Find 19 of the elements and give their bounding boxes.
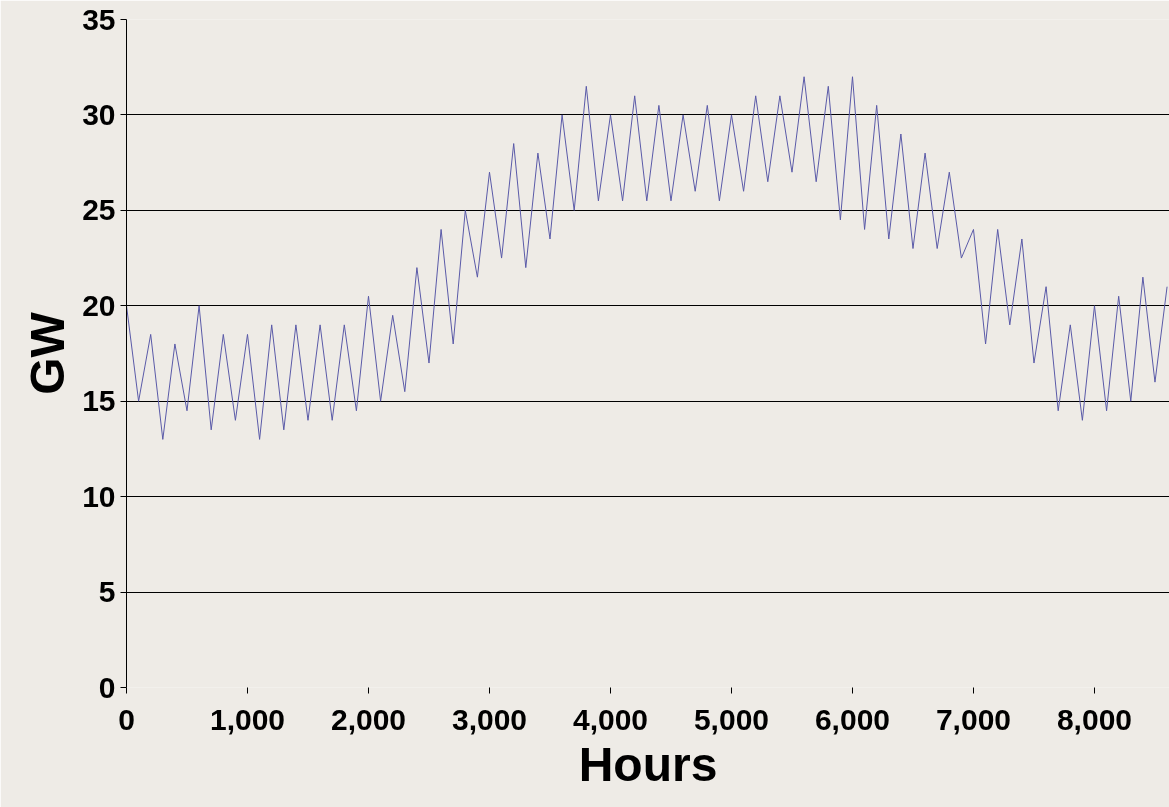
y-tick-label: 20 [82, 288, 116, 322]
x-tick-label: 6,000 [814, 702, 891, 736]
x-tick-label: 1,000 [209, 702, 286, 736]
y-tick-label: 30 [82, 97, 116, 131]
x-tick-label: 2,000 [330, 702, 407, 736]
y-tick-label: 0 [98, 670, 116, 704]
y-tick-label: 10 [82, 479, 116, 513]
x-tick-label: 3,000 [451, 702, 528, 736]
x-tick-label: 8,000 [1056, 702, 1133, 736]
line-series [126, 76, 1168, 440]
x-tick-label: 7,000 [935, 702, 1012, 736]
y-tick-label: 35 [82, 2, 116, 36]
x-tick-label: 4,000 [572, 702, 649, 736]
x-tick-label: 5,000 [693, 702, 770, 736]
y-tick-label: 25 [82, 193, 116, 227]
y-axis-title: GW [21, 311, 75, 395]
x-axis-title: Hours [578, 737, 718, 791]
y-tick-label: 15 [82, 384, 116, 418]
y-tick-label: 5 [98, 575, 116, 609]
